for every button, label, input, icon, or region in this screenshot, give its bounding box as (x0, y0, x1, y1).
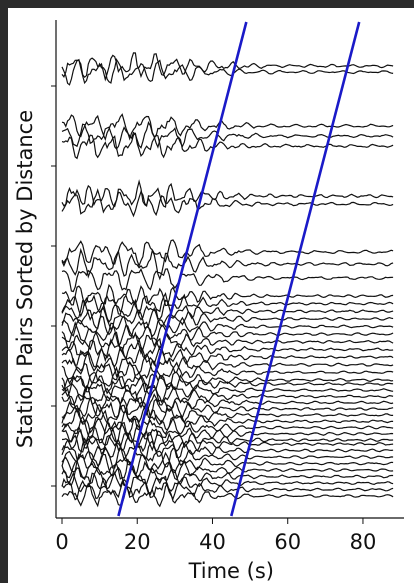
waveform-trace (61, 395, 394, 420)
seismogram-chart: 0 20 40 60 80 Time (s) Station Pairs Sorted … (13, 20, 404, 583)
waveform-trace (61, 132, 394, 160)
axes-layer (55, 20, 404, 519)
waveform-trace (61, 291, 394, 318)
x-tick-label: 20 (124, 530, 151, 554)
trace-layer (61, 52, 394, 508)
waveform-trace (61, 374, 394, 398)
waveform-trace (61, 407, 394, 434)
waveform-trace (61, 113, 394, 142)
waveform-trace (61, 451, 394, 477)
waveform-trace (61, 331, 394, 355)
x-tick-label: 80 (350, 530, 377, 554)
waveform-trace (61, 120, 394, 150)
waveform-trace (61, 283, 394, 307)
waveform-trace (61, 381, 394, 404)
waveform-trace (61, 393, 394, 417)
waveform-trace (61, 315, 394, 338)
waveform-trace (61, 320, 394, 348)
moveout-line (230, 21, 361, 517)
waveform-trace (61, 298, 394, 324)
figure-panel: 0 20 40 60 80 Time (s) Station Pairs Sorted … (8, 8, 414, 583)
waveform-trace (61, 239, 394, 268)
waveform-trace (61, 437, 394, 463)
waveform-trace (61, 482, 394, 508)
waveform-trace (61, 58, 394, 86)
waveform-trace (61, 477, 394, 501)
waveform-trace (61, 447, 394, 469)
y-ticks (51, 85, 56, 487)
waveform-trace (61, 403, 394, 425)
waveform-trace (61, 466, 394, 489)
waveform-trace (61, 306, 394, 331)
moveout-line (117, 21, 248, 517)
waveform-trace (61, 366, 394, 393)
waveform-trace (61, 360, 394, 385)
moveout-layer (117, 21, 361, 517)
waveform-trace (61, 426, 394, 452)
y-axis-label: Station Pairs Sorted by Distance (13, 110, 37, 448)
x-tick-label: 60 (274, 530, 301, 554)
waveform-trace (61, 188, 394, 218)
waveform-trace (61, 470, 394, 496)
top-dark-border (0, 0, 414, 8)
waveform-trace (61, 345, 394, 368)
x-tick-label: 0 (55, 530, 68, 554)
x-ticks: 0 20 40 60 80 (55, 518, 376, 554)
left-dark-border (0, 0, 8, 583)
x-tick-label: 40 (199, 530, 226, 554)
waveform-trace (61, 415, 394, 439)
waveform-trace (61, 267, 394, 293)
waveform-trace (61, 337, 394, 363)
waveform-trace (61, 179, 394, 208)
x-axis-label: Time (s) (188, 559, 274, 583)
waveform-trace (61, 247, 394, 281)
waveform-trace (61, 352, 394, 378)
waveform-trace (61, 52, 394, 82)
